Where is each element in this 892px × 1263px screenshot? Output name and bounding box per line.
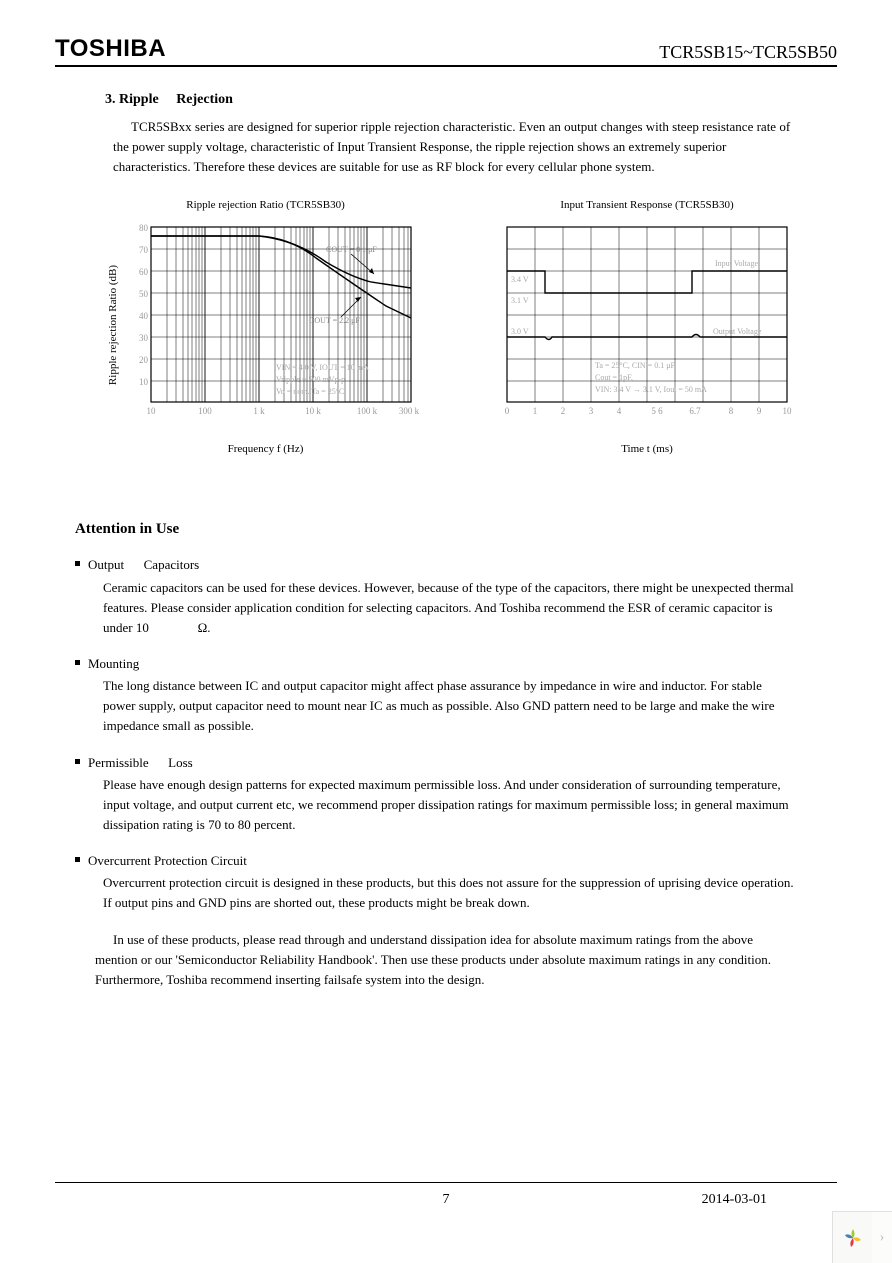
attention-summary: In use of these products, please read th… [95, 930, 797, 990]
svg-text:2: 2 [561, 406, 566, 416]
attention-item-label: Mounting [88, 654, 139, 674]
svg-text:3.1 V: 3.1 V [511, 296, 529, 305]
section-title: 3. Ripple Rejection [105, 89, 797, 111]
attention-item-label: Overcurrent Protection Circuit [88, 851, 247, 871]
svg-text:40: 40 [139, 311, 149, 321]
svg-text:3.0 V: 3.0 V [511, 327, 529, 336]
svg-text:8: 8 [729, 406, 734, 416]
attention-item-body: Overcurrent protection circuit is design… [103, 873, 797, 913]
header: TOSHIBA TCR5SB15~TCR5SB50 [55, 35, 837, 67]
attention-item-label: Output Capacitors [88, 555, 199, 575]
svg-text:6.7: 6.7 [689, 406, 701, 416]
svg-text:70: 70 [139, 245, 149, 255]
svg-text:Vripple = 500 mVp-p: Vripple = 500 mVp-p [276, 375, 345, 384]
section-number: 3. [105, 92, 116, 107]
chart1-svg: COUT = 0.1 μF COUT = 2.2 μF VIN = 4.0 V,… [126, 222, 426, 427]
attention-item-body: Please have enough design patterns for e… [103, 775, 797, 835]
svg-text:10: 10 [783, 406, 793, 416]
svg-text:VIN = 4.0 V, IOUT = 10 mA: VIN = 4.0 V, IOUT = 10 mA [276, 363, 369, 372]
chart1-ylabel: Ripple rejection Ratio (dB) [105, 265, 122, 385]
svg-text:10: 10 [139, 377, 149, 387]
svg-text:Vo = nom. Ta = 25°C: Vo = nom. Ta = 25°C [276, 387, 344, 396]
svg-text:10: 10 [147, 406, 157, 416]
section-title-b: Rejection [176, 92, 233, 107]
svg-text:3: 3 [589, 406, 594, 416]
chart-ripple: Ripple rejection Ratio (TCR5SB30) Ripple… [105, 197, 426, 458]
bullet-square-icon [75, 857, 80, 862]
svg-text:9: 9 [757, 406, 762, 416]
svg-text:100 k: 100 k [357, 406, 378, 416]
footer: 7 2014-03-01 [55, 1192, 837, 1208]
svg-text:4: 4 [617, 406, 622, 416]
attention-item: Output Capacitors Ceramic capacitors can … [75, 555, 797, 638]
chart1-xlabel: Frequency f (Hz) [228, 441, 304, 458]
corner-widget[interactable]: › [832, 1211, 892, 1263]
chart2-title: Input Transient Response (TCR5SB30) [560, 197, 733, 214]
svg-text:1 k: 1 k [253, 406, 265, 416]
attention-item-body: Ceramic capacitors can be used for these… [103, 578, 797, 638]
section-intro: TCR5SBxx series are designed for superio… [113, 117, 797, 177]
svg-text:100: 100 [198, 406, 212, 416]
charts-row: Ripple rejection Ratio (TCR5SB30) Ripple… [105, 197, 797, 458]
svg-text:80: 80 [139, 223, 149, 233]
chevron-right-icon[interactable]: › [872, 1211, 892, 1263]
svg-text:60: 60 [139, 267, 149, 277]
svg-text:COUT = 0.1 μF: COUT = 0.1 μF [326, 245, 377, 254]
part-number: TCR5SB15~TCR5SB50 [659, 42, 837, 63]
attention-item-label: Permissible Loss [88, 753, 193, 773]
bullet-square-icon [75, 561, 80, 566]
attention-item: Permissible LossPlease have enough desig… [75, 753, 797, 836]
page-number: 7 [443, 1192, 450, 1208]
attention-heading: Attention in Use [75, 518, 797, 541]
chart-transient: Input Transient Response (TCR5SB30) [497, 197, 797, 458]
svg-text:50: 50 [139, 289, 149, 299]
attention-item-body: The long distance between IC and output … [103, 676, 797, 736]
content: 3. Ripple Rejection TCR5SBxx series are … [55, 89, 837, 990]
section-title-a: Ripple [119, 92, 159, 107]
svg-text:Ta = 25°C, CIN = 0.1 μF: Ta = 25°C, CIN = 0.1 μF [595, 361, 676, 370]
svg-text:COUT = 2.2 μF: COUT = 2.2 μF [309, 316, 360, 325]
page: TOSHIBA TCR5SB15~TCR5SB50 3. Ripple Reje… [0, 0, 892, 1263]
footer-rule [55, 1182, 837, 1183]
svg-text:3.4 V: 3.4 V [511, 275, 529, 284]
bullet-square-icon [75, 759, 80, 764]
brand-logo: TOSHIBA [55, 35, 166, 63]
footer-date: 2014-03-01 [702, 1192, 767, 1208]
chart1-title: Ripple rejection Ratio (TCR5SB30) [186, 197, 345, 214]
svg-text:Input Voltage: Input Voltage [715, 259, 758, 268]
attention-item: MountingThe long distance between IC and… [75, 654, 797, 737]
chart2-xlabel: Time t (ms) [621, 441, 673, 458]
svg-text:30: 30 [139, 333, 149, 343]
svg-text:VIN: 3.4 V → 3.1 V, Iout = 50: VIN: 3.4 V → 3.1 V, Iout = 50 mA [595, 385, 707, 394]
svg-text:300 k: 300 k [399, 406, 420, 416]
svg-text:Output Voltage: Output Voltage [713, 327, 762, 336]
svg-text:10 k: 10 k [305, 406, 321, 416]
svg-text:Cout = 1pF,: Cout = 1pF, [595, 373, 633, 382]
attention-item: Overcurrent Protection CircuitOvercurren… [75, 851, 797, 913]
svg-text:1: 1 [533, 406, 538, 416]
svg-text:20: 20 [139, 355, 149, 365]
svg-text:0: 0 [505, 406, 510, 416]
svg-text:5 6: 5 6 [651, 406, 663, 416]
chart2-svg: Input Voltage Output Voltage 3.4 V 3.1 V… [497, 222, 797, 427]
corner-logo-icon [832, 1211, 872, 1263]
bullet-square-icon [75, 660, 80, 665]
